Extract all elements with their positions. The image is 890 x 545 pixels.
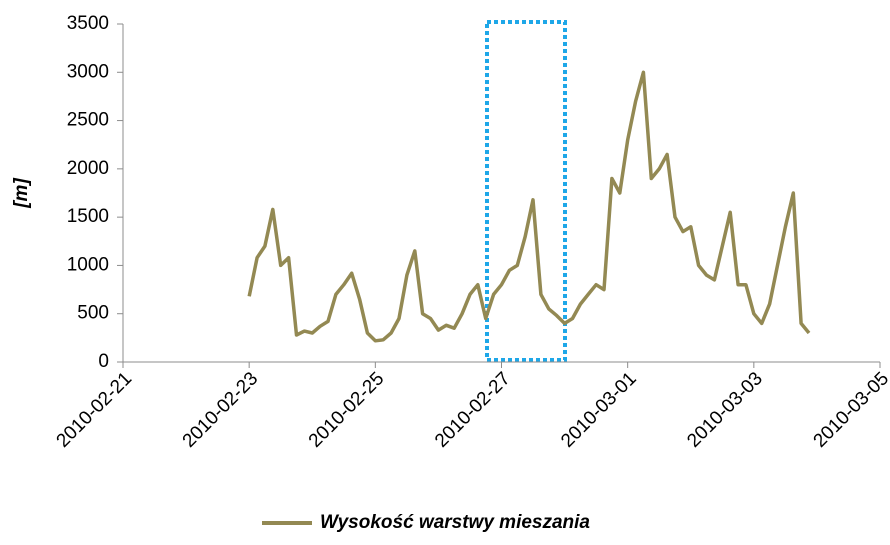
y-tick-label: 2000: [67, 158, 109, 179]
x-tick-label: 2010-03-05: [809, 368, 890, 452]
x-tick-label: 2010-02-27: [431, 368, 515, 452]
highlight-box: [485, 20, 567, 362]
x-tick-label: 2010-03-01: [557, 368, 641, 452]
legend-label: Wysokość warstwy mieszania: [320, 512, 590, 533]
y-axis-label: [m]: [11, 178, 32, 209]
x-tick-label: 2010-02-21: [52, 368, 136, 452]
y-tick-label: 2500: [67, 110, 109, 131]
x-tick-label: 2010-03-03: [683, 368, 767, 452]
y-tick-label: 3000: [67, 61, 109, 82]
y-tick-label: 1500: [67, 206, 109, 227]
y-tick-label: 3500: [67, 13, 109, 34]
y-tick-label: 0: [98, 351, 109, 372]
y-tick-label: 1000: [67, 254, 109, 275]
data-line: [247, 70, 811, 343]
y-tick-label: 500: [77, 303, 109, 324]
x-tick-label: 2010-02-25: [305, 368, 389, 452]
x-tick-label: 2010-02-23: [179, 368, 263, 452]
